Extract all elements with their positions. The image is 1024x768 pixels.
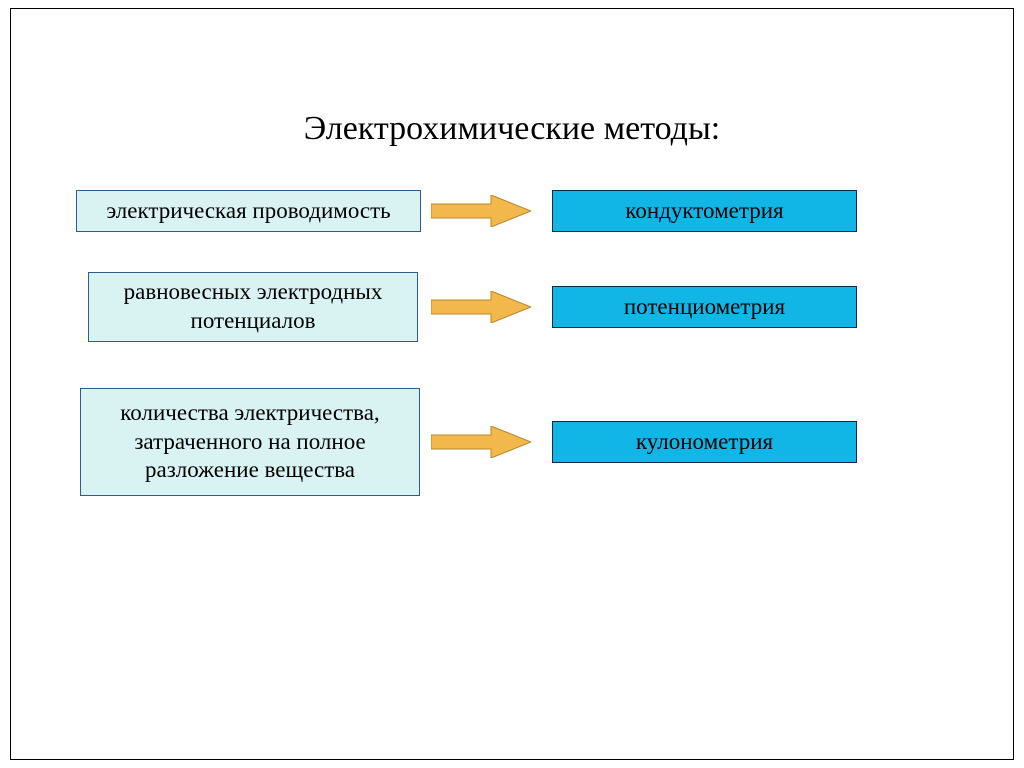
left-box-3: количества электричества, затраченного н…	[80, 388, 420, 496]
right-box-3: кулонометрия	[552, 421, 857, 463]
arrow-1	[431, 195, 531, 227]
slide-title: Электрохимические методы:	[0, 110, 1024, 148]
right-box-2: потенциометрия	[552, 286, 857, 328]
right-box-1: кондуктометрия	[552, 190, 857, 232]
arrow-3	[431, 426, 531, 458]
left-box-2: равновесных электродных потенциалов	[88, 272, 418, 342]
arrow-2	[431, 291, 531, 323]
left-box-1: электрическая проводимость	[76, 190, 421, 232]
